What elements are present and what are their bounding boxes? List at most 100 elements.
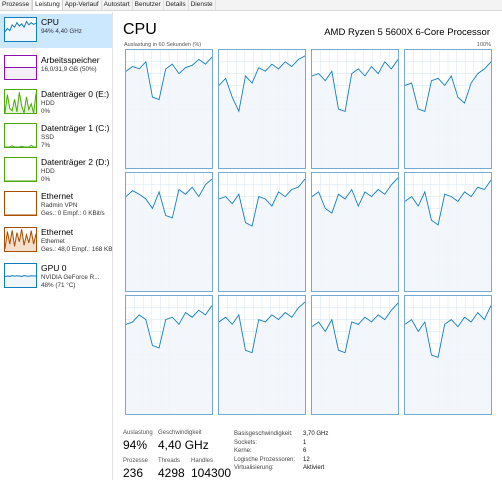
- processes-value: 236: [123, 466, 144, 480]
- core-usage-line: [219, 55, 305, 113]
- sparkline-line: [5, 229, 36, 249]
- sidebar-item-ethernet[interactable]: Ethernet Radmin VPN Ges.: 0 Empf.: 0 KBit/…: [0, 188, 112, 222]
- core-graph-plot: [126, 173, 212, 291]
- sidebar-item-arbeitsspeicher[interactable]: Arbeitsspeicher 16,0/31,9 GB (50%): [0, 52, 112, 86]
- sparkline-line: [5, 276, 36, 277]
- core-graph-plot: [405, 296, 491, 414]
- processes-label: Prozesse: [123, 458, 149, 464]
- speed-value: 4,40 GHz: [158, 438, 209, 452]
- core-usage-area: [312, 177, 398, 291]
- sidebar: CPU 94% 4,40 GHz Arbeitsspeicher 16,0/31,9 …: [0, 12, 113, 480]
- sidebar-item-detail: 0%: [41, 107, 51, 115]
- utilization-value: 94%: [123, 438, 148, 452]
- sidebar-item-title: Arbeitsspeicher: [41, 55, 100, 65]
- core-graph-plot: [219, 173, 305, 291]
- sidebar-sparkline: [5, 90, 36, 113]
- core-graph-0: [125, 49, 213, 169]
- core-usage-area: [219, 178, 305, 291]
- sidebar-item-datentr-ger-1-c[interactable]: Datenträger 1 (C:) SSD 7%: [0, 120, 112, 154]
- core-usage-line: [405, 305, 491, 358]
- detail-key: Kerne:: [234, 448, 252, 455]
- detail-key: Logische Prozessoren:: [234, 456, 296, 463]
- tab-autostart[interactable]: Autostart: [102, 0, 133, 10]
- threads-label: Threads: [158, 458, 181, 464]
- tab-dienste[interactable]: Dienste: [189, 0, 216, 10]
- sidebar-sparkline: [5, 18, 36, 41]
- sidebar-item-detail: 7%: [41, 141, 51, 149]
- sparkline-line: [5, 21, 36, 31]
- sidebar-item-title: Datenträger 2 (D:): [41, 157, 110, 167]
- detail-key: Sockets:: [234, 439, 258, 446]
- sidebar-item-title: Ethernet: [41, 191, 74, 201]
- core-graph-plot: [219, 296, 305, 414]
- core-graph-10: [311, 295, 399, 415]
- detail-value: 12: [303, 456, 310, 463]
- handles-value: 104300: [191, 466, 232, 480]
- tab-app-verlauf[interactable]: App-Verlauf: [63, 0, 102, 10]
- sidebar-sparkline: [5, 192, 36, 215]
- sidebar-sparkline: [5, 56, 36, 79]
- core-usage-area: [126, 178, 212, 291]
- detail-value: Aktiviert: [303, 465, 325, 472]
- core-graph-plot: [126, 50, 212, 168]
- core-graph-4: [125, 172, 213, 292]
- sidebar-item-detail: NVIDIA GeForce R...: [41, 274, 100, 281]
- processor-name: AMD Ryzen 5 5600X 6-Core Processor: [324, 27, 490, 38]
- core-usage-line: [312, 59, 398, 112]
- sidebar-item-detail: SSD: [41, 134, 54, 141]
- core-usage-line: [312, 302, 398, 354]
- core-usage-line: [219, 178, 305, 227]
- detail-key: Basisgeschwindigkeit:: [234, 431, 293, 437]
- sidebar-item-datentr-ger-0-e[interactable]: Datenträger 0 (E:) HDD 0%: [0, 86, 112, 120]
- main-panel: CPU AMD Ryzen 5 5600X 6-Core Processor A…: [118, 12, 502, 480]
- sidebar-item-title: Ethernet: [41, 227, 74, 237]
- sidebar-item-detail: 94% 4,40 GHz: [41, 28, 82, 35]
- sparkline-fill: [5, 275, 36, 287]
- core-graph-9: [218, 295, 306, 415]
- core-usage-line: [126, 178, 212, 219]
- detail-key: Virtualisierung:: [234, 465, 274, 472]
- core-usage-area: [405, 180, 491, 291]
- sidebar-item-datentr-ger-2-d[interactable]: Datenträger 2 (D:) HDD 0%: [0, 154, 112, 188]
- sidebar-item-detail: HDD: [41, 168, 55, 175]
- sidebar-thumbnail-graph: [4, 17, 37, 42]
- sidebar-item-detail: Ges.: 0 Empf.: 0 KBit/s: [41, 209, 105, 217]
- graph-label: Auslastung in 60 Sekunden (%): [124, 42, 202, 48]
- tab-benutzer[interactable]: Benutzer: [133, 0, 164, 10]
- core-graph-plot: [312, 50, 398, 168]
- sidebar-thumbnail-graph: [4, 157, 37, 182]
- tab-prozesse[interactable]: Prozesse: [0, 0, 33, 10]
- core-usage-area: [219, 301, 305, 414]
- sparkline-fill: [5, 67, 36, 79]
- sparkline-line: [5, 92, 36, 113]
- sidebar-item-detail: Ges.: 48,0 Empf.: 168 KB: [41, 245, 113, 253]
- sidebar-thumbnail-graph: [4, 89, 37, 114]
- sidebar-item-ethernet[interactable]: Ethernet Ethernet Ges.: 48,0 Empf.: 168 KB: [0, 224, 112, 258]
- threads-value: 4298: [158, 466, 185, 480]
- sidebar-thumbnail-graph: [4, 123, 37, 148]
- core-graph-1: [218, 49, 306, 169]
- core-graph-plot: [405, 50, 491, 168]
- sidebar-item-cpu[interactable]: CPU 94% 4,40 GHz: [0, 14, 112, 48]
- sidebar-item-title: GPU 0: [41, 263, 67, 273]
- sidebar-item-detail: 16,0/31,9 GB (50%): [41, 66, 97, 73]
- core-usage-line: [405, 179, 491, 226]
- core-usage-line: [312, 177, 398, 214]
- core-graph-7: [404, 172, 492, 292]
- sidebar-item-detail: Radmin VPN: [41, 202, 78, 209]
- tab-details[interactable]: Details: [164, 0, 189, 10]
- sidebar-sparkline: [5, 124, 36, 147]
- core-usage-area: [312, 59, 398, 168]
- sparkline-line: [5, 145, 36, 147]
- graph-max-label: 100%: [476, 42, 491, 48]
- sidebar-item-gpu-0[interactable]: GPU 0 NVIDIA GeForce R... 48% (71 °C): [0, 260, 112, 294]
- core-usage-area: [126, 57, 212, 168]
- sidebar-item-detail: Ethernet: [41, 238, 65, 245]
- sidebar-sparkline: [5, 264, 36, 287]
- tab-leistung[interactable]: Leistung: [32, 0, 63, 10]
- core-usage-line: [126, 56, 212, 101]
- handles-label: Handles: [191, 458, 214, 464]
- sidebar-item-title: CPU: [41, 17, 59, 27]
- core-graph-plot: [405, 173, 491, 291]
- core-graph-2: [311, 49, 399, 169]
